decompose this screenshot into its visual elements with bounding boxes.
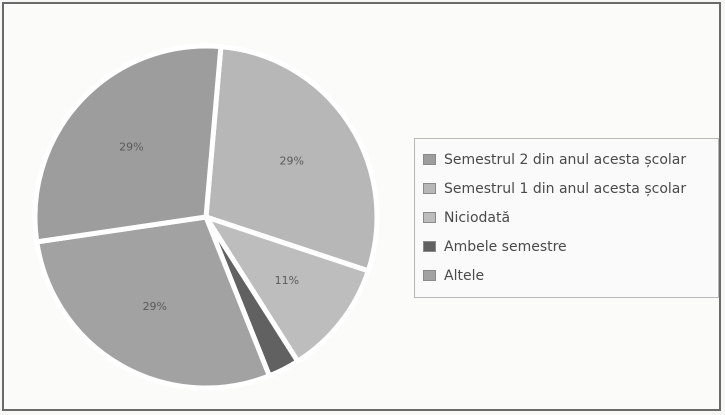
legend-item-1: Semestrul 1 din anul acesta școlar bbox=[423, 174, 718, 203]
legend-item-3: Ambele semestre bbox=[423, 232, 718, 261]
legend-item-4: Altele bbox=[423, 261, 718, 290]
legend-swatch-3 bbox=[423, 241, 436, 252]
pie-chart: 29% 11% 29% 29% bbox=[32, 43, 380, 391]
legend-swatch-4 bbox=[423, 270, 436, 281]
legend-label-4: Altele bbox=[444, 267, 485, 284]
legend-item-0: Semestrul 2 din anul acesta școlar bbox=[423, 145, 718, 174]
pie-slice-1 bbox=[203, 43, 380, 275]
pie-slice-0 bbox=[32, 43, 224, 245]
legend: Semestrul 2 din anul acesta școlar Semest… bbox=[414, 138, 719, 298]
slice-label-0: 29% bbox=[119, 141, 143, 154]
slice-label-2: 11% bbox=[275, 274, 299, 287]
legend-label-2: Niciodată bbox=[444, 209, 511, 226]
legend-label-3: Ambele semestre bbox=[444, 238, 567, 255]
legend-item-2: Niciodată bbox=[423, 203, 718, 232]
pie-slice-2 bbox=[200, 212, 372, 365]
legend-swatch-0 bbox=[423, 154, 436, 165]
pie-slice-4 bbox=[33, 214, 273, 391]
legend-label-1: Semestrul 1 din anul acesta școlar bbox=[444, 180, 687, 197]
chart-frame: 29% 11% 29% 29% Semestrul 2 din anul acesta… bbox=[2, 2, 721, 411]
legend-label-0: Semestrul 2 din anul acesta școlar bbox=[444, 151, 687, 168]
legend-swatch-2 bbox=[423, 212, 436, 223]
slice-label-4: 29% bbox=[143, 300, 167, 313]
slice-label-1: 29% bbox=[279, 155, 303, 168]
legend-swatch-1 bbox=[423, 183, 436, 194]
